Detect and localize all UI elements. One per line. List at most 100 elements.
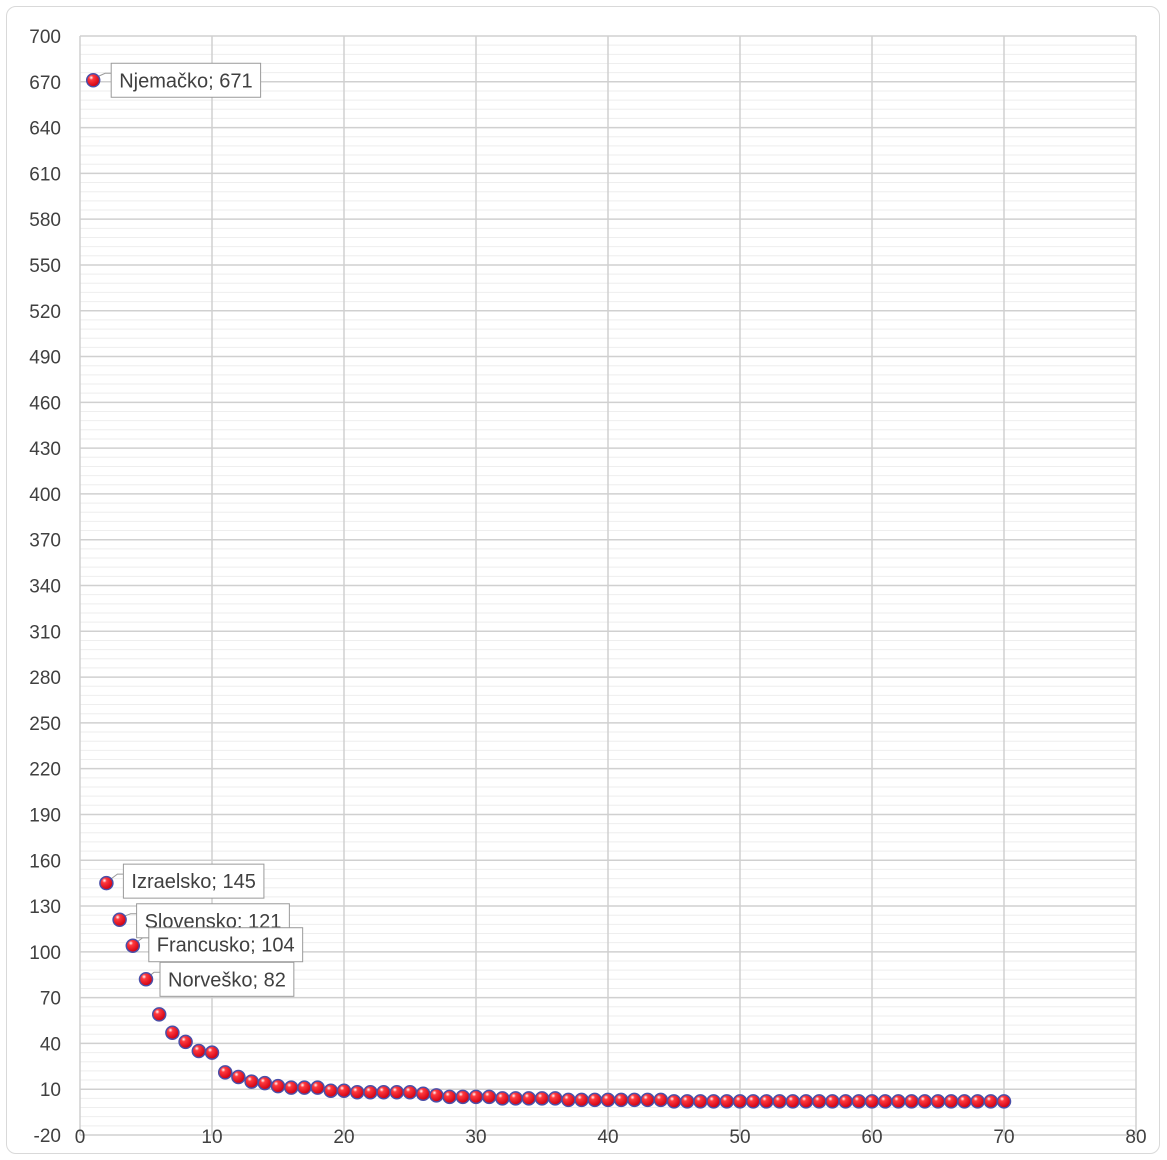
y-tick-label: 700 xyxy=(29,27,61,48)
data-label: Izraelsko; 145 xyxy=(131,871,256,893)
data-point xyxy=(455,1089,471,1105)
data-label: Francusko; 104 xyxy=(157,935,295,957)
data-point xyxy=(957,1094,972,1109)
y-axis: -20 10 40 70 100 130 160 190 220 250 280 310 340 370 4… xyxy=(29,27,61,1147)
x-tick-label: 10 xyxy=(201,1127,222,1148)
data-point xyxy=(99,875,114,891)
y-tick-label: 670 xyxy=(29,73,61,94)
data-point xyxy=(600,1092,616,1108)
data-point xyxy=(653,1092,669,1108)
data-point xyxy=(772,1094,787,1109)
y-tick-label: 160 xyxy=(29,851,61,872)
data-point xyxy=(204,1045,220,1060)
y-tick-label: 310 xyxy=(29,622,61,643)
data-point xyxy=(231,1069,246,1085)
data-point xyxy=(798,1094,814,1109)
data-point xyxy=(930,1094,946,1109)
data-point xyxy=(415,1086,431,1102)
y-tick-label: 490 xyxy=(29,348,61,369)
y-tick-label: 190 xyxy=(29,805,61,826)
data-point xyxy=(138,972,154,987)
x-tick-label: 40 xyxy=(597,1127,618,1148)
data-point xyxy=(442,1089,457,1105)
data-point xyxy=(481,1089,497,1105)
y-tick-label: 580 xyxy=(29,210,61,231)
leader-lines xyxy=(95,72,160,977)
data-point xyxy=(706,1094,721,1109)
data-point xyxy=(547,1091,563,1106)
data-point xyxy=(468,1089,484,1105)
data-point xyxy=(85,73,101,88)
x-tick-label: 20 xyxy=(333,1127,354,1148)
y-tick-label: 220 xyxy=(29,760,61,781)
data-point xyxy=(851,1094,867,1109)
x-tick-label: 50 xyxy=(729,1127,750,1148)
data-point xyxy=(640,1092,655,1108)
data-point xyxy=(283,1080,299,1095)
y-tick-label: 460 xyxy=(29,393,61,414)
data-label: Norveško; 82 xyxy=(168,969,286,991)
data-point xyxy=(613,1092,629,1108)
data-point xyxy=(679,1094,695,1109)
y-tick-label: 400 xyxy=(29,485,61,506)
data-point xyxy=(429,1088,444,1103)
y-tick-label: 280 xyxy=(29,668,61,689)
y-tick-label: 40 xyxy=(40,1034,61,1055)
y-tick-label: 250 xyxy=(29,714,61,735)
data-point xyxy=(838,1094,853,1109)
data-point xyxy=(402,1085,418,1100)
data-point xyxy=(825,1094,840,1109)
data-point xyxy=(217,1065,233,1080)
data-point xyxy=(297,1080,312,1095)
data-point xyxy=(349,1085,365,1100)
data-point xyxy=(561,1092,576,1108)
y-tick-label: 370 xyxy=(29,531,61,552)
leader-line xyxy=(109,873,124,881)
x-tick-label: 0 xyxy=(75,1127,86,1148)
data-point xyxy=(534,1091,550,1106)
data-point xyxy=(521,1091,537,1106)
data-series xyxy=(85,73,1012,1109)
data-point xyxy=(864,1094,880,1109)
data-point xyxy=(627,1092,642,1108)
y-tick-label: 520 xyxy=(29,302,61,323)
data-point xyxy=(376,1085,391,1100)
data-point xyxy=(719,1094,735,1109)
data-point xyxy=(257,1075,273,1091)
y-tick-label: 10 xyxy=(40,1080,61,1101)
data-point xyxy=(178,1034,193,1050)
data-label-box xyxy=(122,863,265,899)
data-point xyxy=(732,1094,748,1109)
x-tick-label: 70 xyxy=(993,1127,1014,1148)
data-point xyxy=(363,1085,378,1100)
data-point xyxy=(495,1091,510,1106)
data-point xyxy=(996,1094,1012,1109)
data-point xyxy=(270,1078,286,1094)
x-axis: 0 10 20 30 40 50 60 70 80 xyxy=(75,1127,1147,1148)
y-tick-label: 70 xyxy=(40,989,61,1010)
x-tick-label: 30 xyxy=(465,1127,486,1148)
y-tick-label: 100 xyxy=(29,943,61,964)
data-point xyxy=(877,1094,893,1109)
data-point xyxy=(151,1007,167,1022)
data-label: Njemačko; 671 xyxy=(119,70,252,92)
y-tick-label: 610 xyxy=(29,164,61,185)
data-point xyxy=(336,1083,352,1098)
data-point xyxy=(917,1094,933,1109)
data-point xyxy=(508,1091,523,1106)
data-label-box xyxy=(159,961,295,997)
data-point xyxy=(244,1074,259,1089)
data-point xyxy=(112,912,127,928)
data-point xyxy=(666,1094,682,1109)
data-point xyxy=(389,1085,405,1100)
leader-line xyxy=(95,72,112,78)
y-tick-label: 130 xyxy=(29,897,61,918)
data-point xyxy=(943,1094,959,1109)
data-point xyxy=(970,1094,985,1109)
y-tick-label: 430 xyxy=(29,439,61,460)
data-point xyxy=(574,1092,589,1108)
data-point xyxy=(165,1025,180,1040)
data-point xyxy=(904,1094,919,1109)
data-point xyxy=(191,1043,207,1059)
